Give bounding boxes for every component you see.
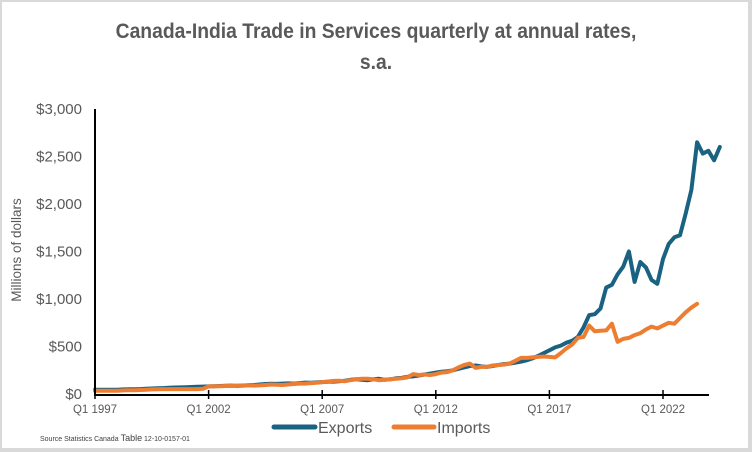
source-table-word: Table: [120, 433, 143, 443]
legend-label-exports: Exports: [318, 420, 372, 437]
chart-title-line2: s.a.: [359, 51, 393, 74]
series-line-imports: [93, 301, 700, 393]
y-tick-label: $500: [49, 339, 82, 356]
legend: Exports Imports: [271, 420, 490, 437]
series-line-exports: [93, 140, 722, 392]
x-tick-label: Q1 1997: [73, 404, 117, 416]
x-tick-label: Q1 2007: [300, 404, 344, 416]
series-lines: [93, 140, 722, 393]
x-tick-label: Q1 2002: [187, 404, 231, 416]
legend-item-exports[interactable]: Exports: [271, 420, 372, 437]
source-note: Source Statistics Canada Table 12-10-015…: [40, 433, 190, 443]
x-tick-label: Q1 2022: [641, 404, 685, 416]
y-tick-label: $3,000: [36, 101, 82, 118]
y-tick-label: $1,500: [36, 244, 82, 261]
x-tick-label: Q1 2012: [414, 404, 458, 416]
x-tick-label: Q1 2017: [527, 404, 571, 416]
y-axis-ticks: $0 $500 $1,000 $1,500 $2,000 $2,500 $3,000: [36, 101, 82, 403]
source-prefix: Source Statistics Canada: [40, 436, 119, 443]
legend-label-imports: Imports: [437, 420, 490, 437]
chart-frame: [2, 2, 748, 448]
y-axis-label: Millions of dollars: [9, 198, 24, 302]
y-tick-label: $0: [65, 386, 82, 403]
source-table-id: 12-10-0157-01: [144, 436, 190, 443]
chart-title: Canada-India Trade in Services quarterly…: [30, 16, 722, 78]
x-axis-ticks: Q1 1997 Q1 2002 Q1 2007 Q1 2012 Q1 2017 Q1 20…: [73, 390, 685, 416]
y-tick-label: $2,500: [36, 149, 82, 166]
y-tick-label: $1,000: [36, 291, 82, 308]
legend-item-imports[interactable]: Imports: [391, 420, 490, 437]
chart-title-line1: Canada-India Trade in Services quarterly…: [115, 20, 637, 43]
y-tick-label: $2,000: [36, 196, 82, 213]
